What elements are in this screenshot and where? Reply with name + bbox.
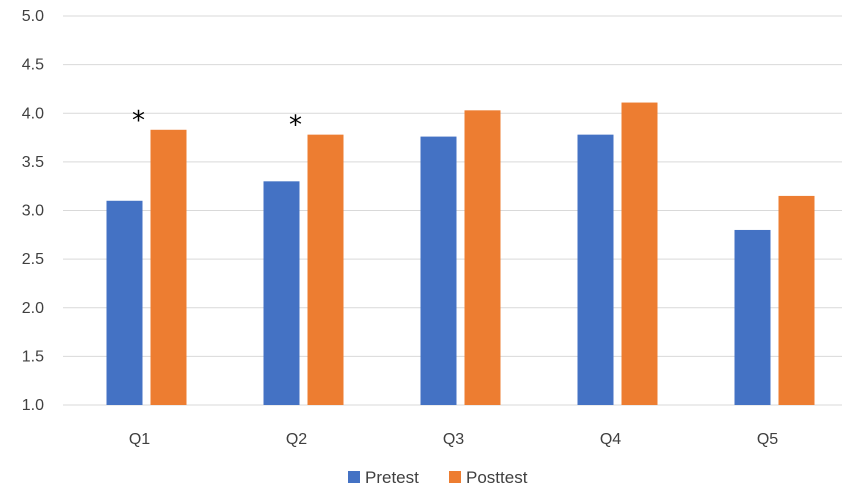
bar-posttest-q3	[464, 110, 501, 406]
bar-pretest-q1	[106, 200, 143, 405]
bar-posttest-q5	[778, 195, 815, 405]
legend-swatch-pretest	[348, 471, 360, 483]
y-tick-label: 5.0	[22, 8, 44, 25]
y-tick-label: 4.0	[22, 105, 44, 122]
bar-pretest-q2	[263, 181, 300, 405]
y-tick-label: 4.5	[22, 57, 44, 74]
x-category-label: Q1	[129, 431, 150, 448]
bar-pretest-q4	[577, 134, 614, 405]
bar-pretest-q5	[734, 229, 771, 405]
x-category-label: Q4	[600, 431, 621, 448]
bar-pretest-q3	[420, 136, 457, 405]
x-category-label: Q2	[286, 431, 307, 448]
x-axis-category-labels: Q1 Q2 Q3 Q4 Q5	[129, 431, 778, 448]
x-category-label: Q5	[757, 431, 778, 448]
y-tick-label: 2.5	[22, 251, 44, 268]
significance-annotations: * *	[132, 106, 302, 141]
y-tick-label: 2.0	[22, 300, 44, 317]
significance-asterisk: *	[132, 106, 145, 136]
bar-posttest-q1	[150, 129, 187, 405]
bar-posttest-q4	[621, 102, 658, 406]
y-tick-label: 3.0	[22, 203, 44, 220]
significance-asterisk: *	[289, 111, 302, 141]
y-axis-tick-labels: 1.0 1.5 2.0 2.5 3.0 3.5 4.0 4.5 5.0	[22, 8, 44, 414]
y-tick-label: 1.0	[22, 397, 44, 414]
legend-label-pretest: Pretest	[365, 468, 419, 487]
bar-posttest-q2	[307, 134, 344, 405]
y-tick-label: 3.5	[22, 154, 44, 171]
legend-swatch-posttest	[449, 471, 461, 483]
legend: Pretest Posttest	[348, 468, 528, 487]
x-category-label: Q3	[443, 431, 464, 448]
legend-label-posttest: Posttest	[466, 468, 528, 487]
y-tick-label: 1.5	[22, 348, 44, 365]
bars	[106, 102, 815, 406]
